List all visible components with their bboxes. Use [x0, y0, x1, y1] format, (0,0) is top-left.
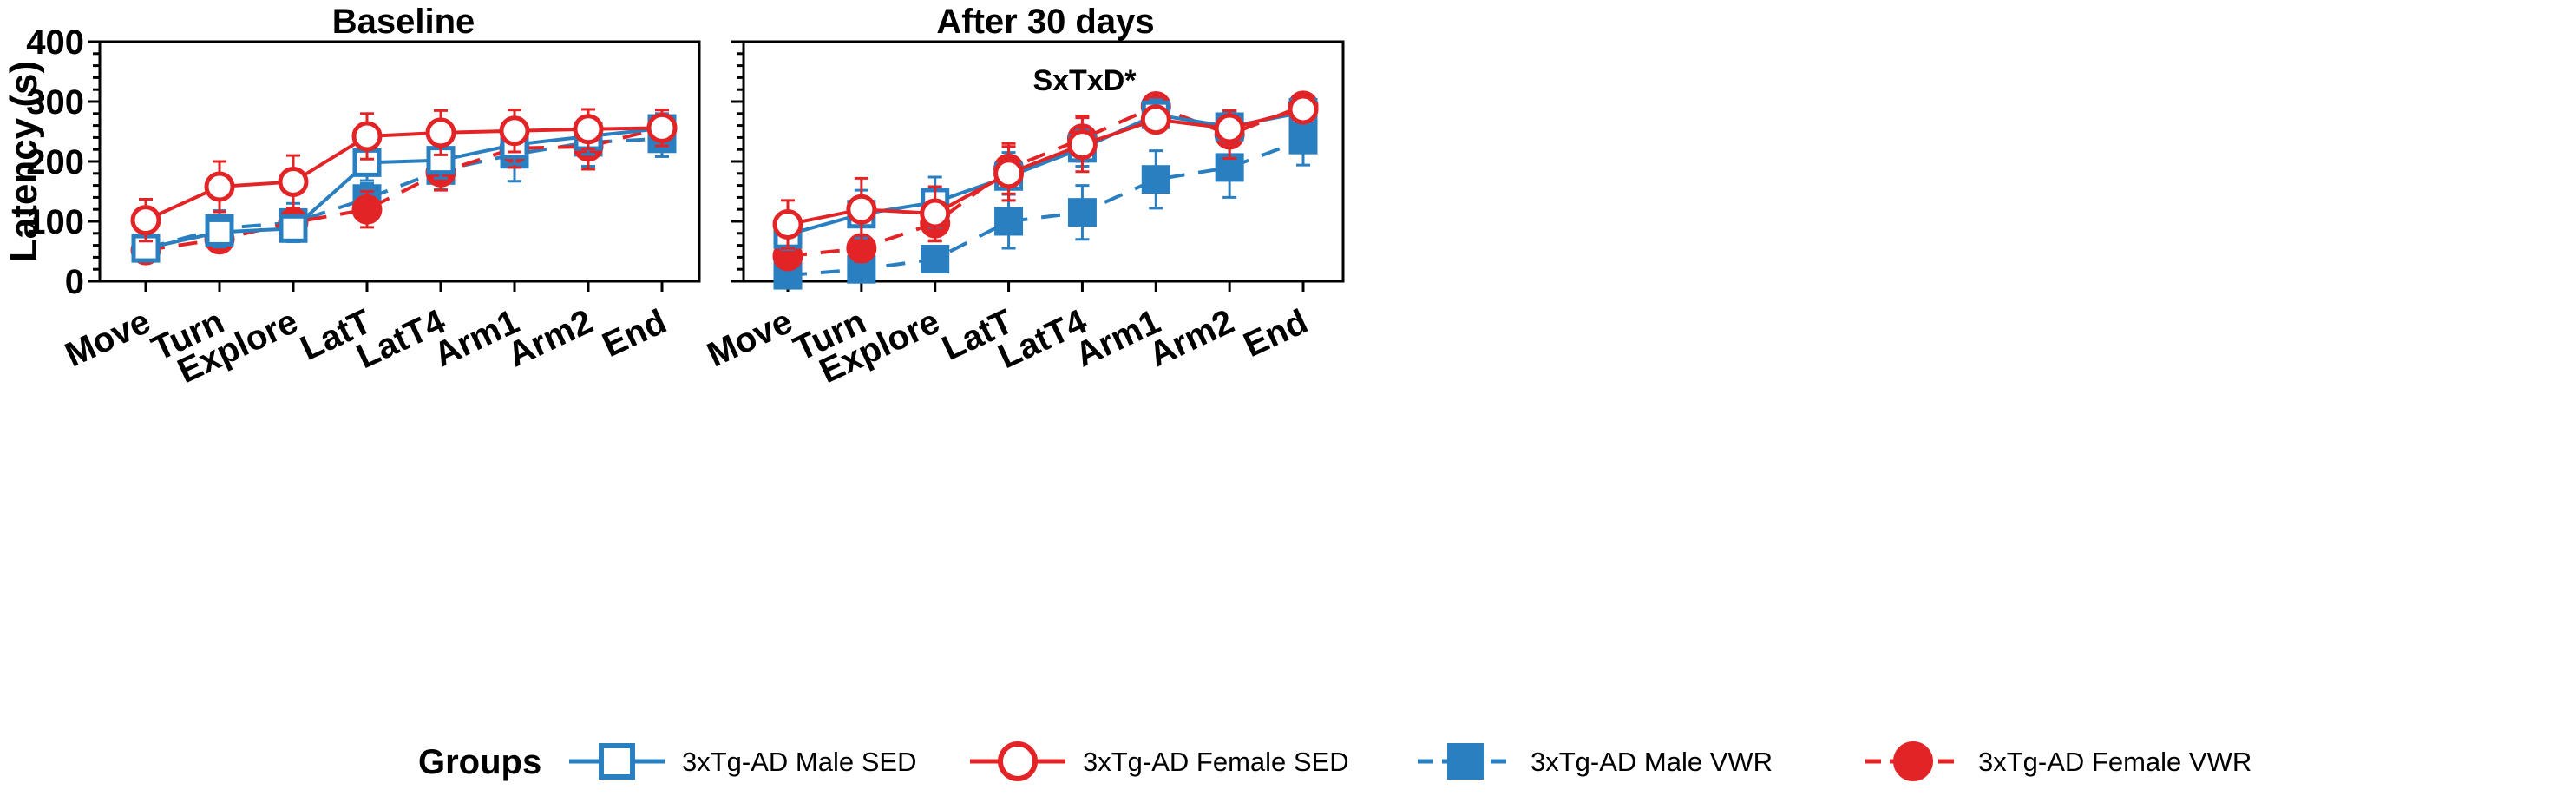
data-point: [921, 244, 950, 273]
legend-marker: [1447, 743, 1484, 780]
legend-label: 3xTg-AD Male SED: [682, 747, 916, 777]
y-tick-label: 400: [26, 23, 84, 62]
y-tick-label: 300: [26, 83, 84, 122]
series-3xtg-ad-female-sed: [130, 108, 678, 243]
panel-after-30-days: After 30 daysMoveTurnExploreLatTLatT4Arm…: [702, 3, 1345, 391]
data-point: [1214, 113, 1245, 144]
x-tick-label: End: [1238, 302, 1314, 365]
legend: Groups 3xTg-AD Male SED 3xTg-AD Female SE…: [418, 741, 2252, 781]
chart-title: After 30 days: [936, 3, 1154, 41]
data-point: [994, 207, 1024, 236]
data-point: [993, 158, 1025, 189]
data-point: [1067, 198, 1097, 227]
legend-title: Groups: [418, 743, 541, 781]
data-point: [351, 194, 383, 225]
data-point: [1288, 125, 1318, 155]
x-tick-label: Arm2: [502, 302, 599, 374]
data-point: [1141, 165, 1170, 194]
data-point: [920, 198, 951, 229]
legend-label: 3xTg-AD Female SED: [1083, 747, 1349, 777]
legend-entry: 3xTg-AD Male VWR: [1418, 743, 1773, 780]
series-line: [787, 138, 1304, 278]
data-point: [279, 214, 308, 243]
data-point: [573, 114, 604, 145]
legend-label: 3xTg-AD Female VWR: [1978, 747, 2252, 777]
legend-label: 3xTg-AD Male VWR: [1531, 747, 1773, 777]
y-tick-label: 0: [65, 263, 84, 301]
x-tick-label: Arm2: [1144, 302, 1240, 374]
legend-entry: 3xTg-AD Female VWR: [1865, 741, 2252, 781]
data-point: [1288, 94, 1319, 125]
legend-marker: [1893, 741, 1933, 781]
data-point: [772, 208, 803, 240]
data-point: [1140, 104, 1171, 135]
data-point: [846, 194, 877, 225]
data-point: [351, 121, 383, 152]
legend-entry: 3xTg-AD Female SED: [970, 741, 1349, 781]
x-tick-label: End: [597, 302, 672, 365]
data-point: [205, 217, 234, 247]
data-point: [204, 171, 235, 202]
legend-entry: 3xTg-AD Male SED: [569, 743, 916, 780]
data-point: [425, 117, 456, 148]
data-point: [646, 112, 678, 143]
series-3xtg-ad-female-sed: [772, 94, 1319, 250]
data-point: [278, 166, 309, 197]
legend-marker: [998, 741, 1038, 781]
annotation-sxtxd: SxTxD*: [1032, 64, 1137, 97]
y-tick-label: 100: [26, 203, 84, 241]
x-tick-label: Move: [60, 302, 156, 374]
y-tick-label: 200: [26, 143, 84, 181]
data-point: [130, 205, 161, 236]
chart-title: Baseline: [332, 3, 475, 41]
x-tick-label: Move: [702, 302, 798, 374]
y-axis-label: Latency (s): [3, 61, 45, 262]
data-point: [499, 115, 530, 147]
legend-marker: [599, 743, 635, 780]
data-point: [1066, 129, 1098, 161]
